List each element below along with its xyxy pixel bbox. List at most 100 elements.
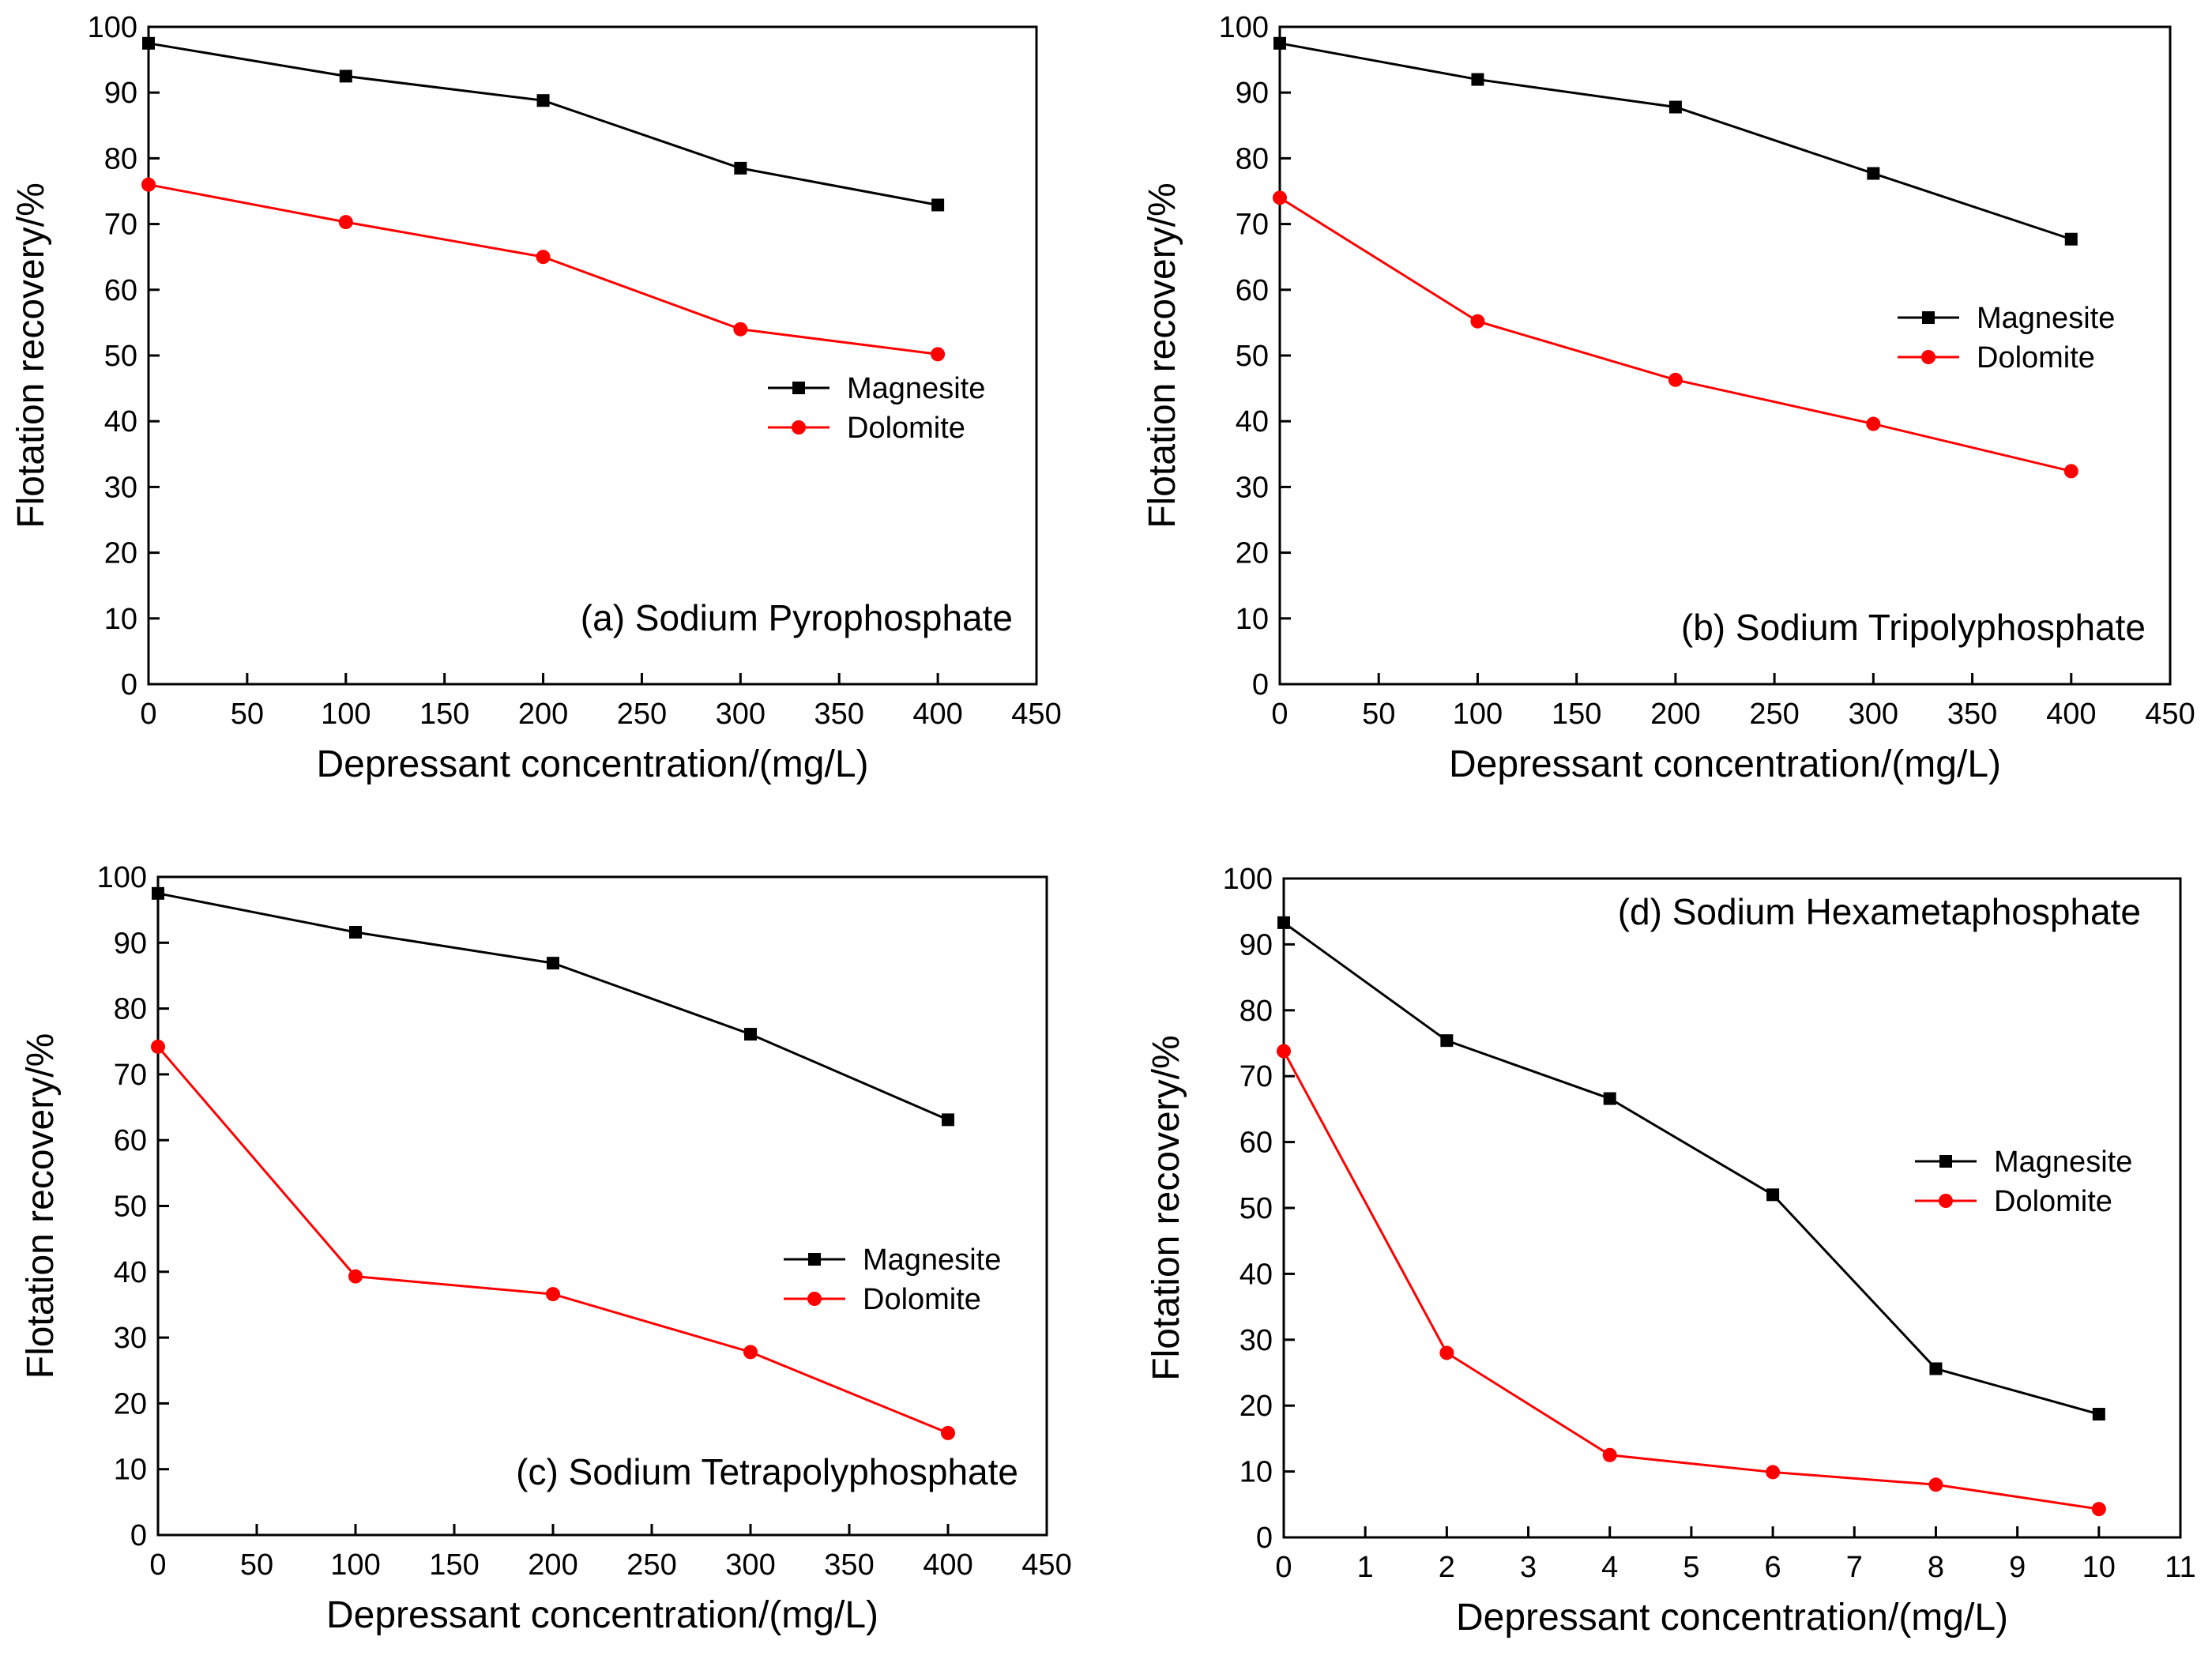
- x-tick-label: 0: [140, 698, 156, 731]
- y-tick-label: 10: [1240, 1456, 1273, 1489]
- data-point-magnesite: [1766, 1188, 1780, 1202]
- data-point-magnesite: [734, 161, 747, 175]
- x-tick-label: 7: [1846, 1551, 1863, 1584]
- series-line-dolomite: [148, 183, 939, 356]
- series-line-magnesite: [148, 42, 939, 206]
- data-point-magnesite: [1603, 1092, 1616, 1105]
- data-point-dolomite: [1766, 1465, 1781, 1480]
- x-tick-label: 150: [1552, 698, 1601, 731]
- y-tick-label: 60: [114, 1124, 147, 1157]
- data-point-dolomite: [536, 250, 551, 265]
- y-tick-label: 80: [104, 142, 137, 175]
- series-line-magnesite: [1279, 42, 2072, 241]
- x-tick-label: 8: [1928, 1551, 1944, 1584]
- x-tick-label: 100: [330, 1548, 380, 1582]
- data-point-magnesite: [547, 957, 559, 970]
- y-tick-label: 90: [114, 927, 147, 960]
- data-point-magnesite: [942, 1113, 954, 1127]
- series-line-dolomite: [1282, 1050, 2100, 1511]
- y-tick-label: 10: [1236, 603, 1269, 636]
- legend-label-magnesite: Magnesite: [1994, 1146, 2132, 1179]
- x-tick-label: 250: [617, 698, 667, 731]
- y-tick-label: 10: [104, 603, 137, 636]
- x-tick-label: 400: [2046, 698, 2096, 731]
- data-point-magnesite: [744, 1028, 757, 1041]
- x-tick-label: 300: [1849, 698, 1898, 731]
- x-tick-label: 400: [923, 1548, 972, 1582]
- data-point-dolomite: [1668, 372, 1683, 387]
- x-tick-label: 0: [149, 1548, 166, 1582]
- plot-frame: [156, 875, 1048, 1537]
- x-tick-label: 250: [1749, 698, 1799, 731]
- data-point-magnesite: [349, 925, 362, 939]
- data-point-dolomite: [743, 1345, 758, 1360]
- legend-label-dolomite: Dolomite: [847, 412, 965, 445]
- chart-panel-c: 0 10 20 30 40 50 60 70 80 90 100 0 50 100 150 200 250 300…: [20, 861, 1072, 1636]
- x-tick-label: 250: [626, 1548, 676, 1582]
- y-tick-label: 80: [1236, 142, 1269, 175]
- x-axis-label: Depressant concentration/(mg/L): [1449, 743, 2001, 785]
- legend: Magnesite Dolomite: [1898, 302, 2115, 374]
- legend-marker-magnesite: [1939, 1155, 1952, 1168]
- y-tick-label: 0: [121, 668, 137, 702]
- x-tick-label: 6: [1765, 1551, 1781, 1584]
- y-tick-label: 20: [104, 537, 137, 570]
- y-tick-label: 0: [1256, 1522, 1273, 1555]
- legend-label-magnesite: Magnesite: [1977, 302, 2115, 335]
- y-tick-label: 0: [130, 1519, 147, 1552]
- x-tick-label: 450: [1021, 1548, 1071, 1582]
- series-line-dolomite: [156, 1045, 949, 1435]
- y-axis-label: Flotation recovery/%: [1146, 1035, 1187, 1381]
- data-point-magnesite: [1867, 167, 1880, 180]
- data-point-dolomite: [338, 215, 353, 230]
- panel-title: (a) Sodium Pyrophosphate: [581, 597, 1013, 638]
- y-tick-label: 70: [104, 209, 137, 242]
- x-axis-label: Depressant concentration/(mg/L): [317, 743, 869, 785]
- y-tick-label: 30: [104, 471, 137, 504]
- data-point-dolomite: [1602, 1447, 1617, 1462]
- x-tick-label: 3: [1520, 1551, 1537, 1584]
- y-tick-label: 60: [1240, 1127, 1273, 1160]
- y-tick-label: 40: [104, 405, 137, 438]
- x-tick-label: 0: [1275, 1551, 1292, 1584]
- data-point-magnesite: [1273, 36, 1286, 50]
- data-point-magnesite: [536, 94, 550, 107]
- legend-marker-dolomite: [1939, 1194, 1953, 1208]
- y-tick-label: 90: [1240, 928, 1273, 961]
- data-point-dolomite: [546, 1287, 560, 1302]
- y-tick-label: 20: [114, 1387, 147, 1420]
- x-tick-label: 50: [1362, 698, 1395, 731]
- y-tick-label: 30: [114, 1322, 147, 1355]
- legend-marker-magnesite: [792, 382, 805, 394]
- x-tick-label: 4: [1601, 1551, 1618, 1584]
- chart-panel-d: 0 10 20 30 40 50 60 70 80 90 100 0 1 2 3 4 5 6 7 8 9 10 11 Depr…: [1146, 863, 2196, 1639]
- plot-frame: [147, 25, 1038, 686]
- x-tick-label: 11: [2165, 1551, 2195, 1584]
- y-tick-label: 0: [1252, 668, 1269, 702]
- legend: Magnesite Dolomite: [784, 1243, 1001, 1316]
- x-tick-label: 150: [419, 698, 469, 731]
- y-axis-label: Flotation recovery/%: [20, 1033, 62, 1379]
- x-tick-label: 100: [321, 698, 371, 731]
- x-tick-label: 10: [2082, 1551, 2116, 1584]
- data-point-magnesite: [1929, 1362, 1943, 1375]
- x-tick-label: 400: [912, 698, 962, 731]
- series-line-dolomite: [1279, 197, 2072, 472]
- y-tick-label: 50: [114, 1191, 147, 1224]
- data-point-dolomite: [931, 347, 946, 362]
- y-tick-label: 80: [1240, 995, 1273, 1028]
- x-tick-label: 200: [528, 1548, 577, 1582]
- data-point-magnesite: [142, 36, 155, 50]
- y-tick-label: 40: [114, 1256, 147, 1289]
- y-tick-label: 50: [1240, 1192, 1273, 1225]
- x-tick-label: 450: [1011, 698, 1061, 731]
- x-tick-label: 50: [240, 1548, 273, 1582]
- y-tick-label: 50: [104, 340, 137, 373]
- x-axis-label: Depressant concentration/(mg/L): [326, 1594, 878, 1636]
- y-tick-label: 70: [114, 1059, 147, 1092]
- panel-title: (c) Sodium Tetrapolyphosphate: [516, 1451, 1018, 1492]
- y-axis-label: Flotation recovery/%: [1142, 182, 1183, 529]
- x-axis-label: Depressant concentration/(mg/L): [1456, 1597, 2008, 1639]
- data-point-dolomite: [941, 1425, 955, 1440]
